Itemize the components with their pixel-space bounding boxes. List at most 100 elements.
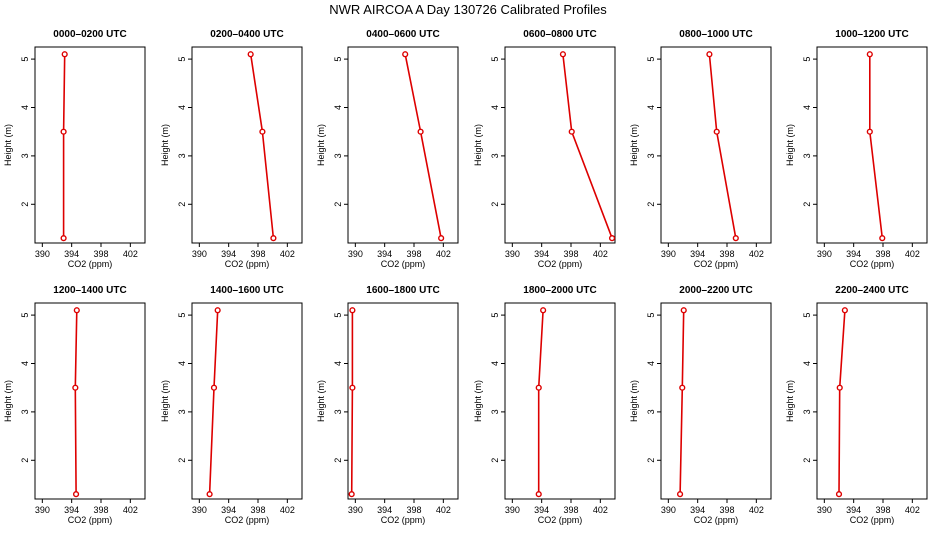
x-axis-label: CO2 (ppm) <box>225 515 270 525</box>
x-tick-label: 402 <box>749 249 764 259</box>
plot-frame <box>191 46 303 244</box>
y-tick-label: 3 <box>177 153 187 158</box>
x-tick-label: 390 <box>505 249 520 259</box>
data-point <box>206 491 213 498</box>
data-point <box>348 491 355 498</box>
data-point <box>61 51 68 58</box>
y-axis-label: Height (m) <box>316 124 326 166</box>
x-tick-label: 398 <box>875 505 890 515</box>
data-point <box>535 491 542 498</box>
x-axis-label: CO2 (ppm) <box>694 259 739 269</box>
y-tick-label: 2 <box>20 202 30 207</box>
y-tick-label: 4 <box>646 105 656 110</box>
profile-line <box>708 54 737 239</box>
panel-title: 0400–0600 UTC <box>366 29 439 40</box>
x-tick-label: 402 <box>436 505 451 515</box>
x-tick-label: 398 <box>719 505 734 515</box>
y-axis-label: Height (m) <box>629 380 639 422</box>
x-tick-label: 390 <box>192 249 207 259</box>
x-tick-label: 394 <box>534 249 549 259</box>
x-tick-label: 394 <box>846 505 861 515</box>
data-point <box>270 235 277 242</box>
plot-frame <box>191 302 303 500</box>
profile-panel: 0600–0800 UTC 390 394 398 402 2 3 4 5 CO2 (ppm) He… <box>473 29 616 269</box>
x-tick-label: 398 <box>563 505 578 515</box>
y-tick-label: 3 <box>177 409 187 414</box>
figure-title: NWR AIRCOA A Day 130726 Calibrated Profi… <box>329 2 607 17</box>
x-tick-label: 390 <box>817 249 832 259</box>
plot-frame <box>816 46 928 244</box>
x-tick-label: 398 <box>93 249 108 259</box>
y-tick-label: 4 <box>490 361 500 366</box>
y-tick-label: 2 <box>333 202 343 207</box>
data-point <box>535 384 542 391</box>
profile-line <box>74 310 78 495</box>
x-tick-label: 394 <box>534 505 549 515</box>
panel-title: 1600–1800 UTC <box>366 285 439 296</box>
data-point <box>836 384 843 391</box>
x-tick-label: 402 <box>123 249 138 259</box>
profile-panel: 1400–1600 UTC 390 394 398 402 2 3 4 5 CO2 (ppm) He… <box>160 285 303 525</box>
y-axis-label: Height (m) <box>160 380 170 422</box>
data-point <box>568 128 575 135</box>
x-tick-label: 390 <box>35 505 50 515</box>
y-tick-label: 2 <box>646 202 656 207</box>
y-tick-label: 3 <box>646 153 656 158</box>
y-axis-label: Height (m) <box>473 124 483 166</box>
y-tick-label: 2 <box>490 202 500 207</box>
x-tick-label: 402 <box>280 249 295 259</box>
data-point <box>540 307 547 314</box>
y-tick-label: 3 <box>646 409 656 414</box>
x-axis-label: CO2 (ppm) <box>381 515 426 525</box>
y-axis-label: Height (m) <box>785 124 795 166</box>
y-tick-label: 3 <box>20 153 30 158</box>
x-tick-label: 390 <box>817 505 832 515</box>
profile-line <box>562 54 613 239</box>
y-tick-label: 5 <box>490 57 500 62</box>
x-tick-label: 394 <box>377 249 392 259</box>
profile-panel: 1800–2000 UTC 390 394 398 402 2 3 4 5 CO2 (ppm) He… <box>473 285 616 525</box>
panel-title: 0600–0800 UTC <box>523 29 596 40</box>
y-tick-label: 4 <box>802 361 812 366</box>
y-axis-label: Height (m) <box>316 380 326 422</box>
x-tick-label: 394 <box>64 505 79 515</box>
y-tick-label: 4 <box>802 105 812 110</box>
y-axis-label: Height (m) <box>473 380 483 422</box>
profile-line <box>62 54 66 239</box>
y-tick-label: 4 <box>490 105 500 110</box>
y-tick-label: 3 <box>20 409 30 414</box>
x-tick-label: 402 <box>749 505 764 515</box>
data-point <box>349 384 356 391</box>
x-tick-label: 394 <box>64 249 79 259</box>
profile-panel: 2000–2200 UTC 390 394 398 402 2 3 4 5 CO2 (ppm) He… <box>629 285 772 525</box>
panel-title: 1000–1200 UTC <box>835 29 908 40</box>
x-tick-label: 398 <box>93 505 108 515</box>
y-tick-label: 3 <box>490 409 500 414</box>
y-tick-label: 2 <box>20 458 30 463</box>
profile-line <box>208 310 219 495</box>
x-tick-label: 398 <box>563 249 578 259</box>
x-tick-label: 402 <box>905 505 920 515</box>
x-tick-label: 394 <box>690 505 705 515</box>
data-point <box>60 128 67 135</box>
plot-frame <box>816 302 928 500</box>
x-axis-label: CO2 (ppm) <box>850 259 895 269</box>
profile-panel: 0000–0200 UTC 390 394 398 402 2 3 4 5 CO2 (ppm) He… <box>3 29 146 269</box>
x-tick-label: 402 <box>593 249 608 259</box>
x-tick-label: 394 <box>377 505 392 515</box>
profile-line <box>350 310 354 495</box>
panel-title: 2000–2200 UTC <box>679 285 752 296</box>
x-tick-label: 390 <box>348 505 363 515</box>
x-tick-label: 390 <box>35 249 50 259</box>
y-tick-label: 2 <box>177 202 187 207</box>
x-tick-label: 402 <box>280 505 295 515</box>
x-tick-label: 402 <box>123 505 138 515</box>
data-point <box>72 491 80 498</box>
x-tick-label: 390 <box>661 249 676 259</box>
profile-panel: 1000–1200 UTC 390 394 398 402 2 3 4 5 CO2 (ppm) He… <box>785 29 928 269</box>
y-tick-label: 4 <box>646 361 656 366</box>
x-tick-label: 390 <box>192 505 207 515</box>
y-tick-label: 5 <box>20 313 30 318</box>
y-axis-label: Height (m) <box>160 124 170 166</box>
